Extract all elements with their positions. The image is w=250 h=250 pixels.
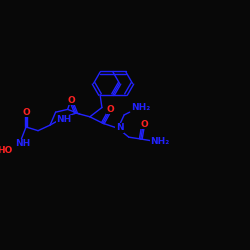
Text: O: O: [106, 105, 114, 114]
Text: NH₂: NH₂: [131, 103, 150, 112]
Text: O: O: [68, 96, 75, 105]
Text: O: O: [140, 120, 148, 129]
Text: HO: HO: [0, 146, 12, 154]
Text: NH₂: NH₂: [150, 137, 170, 146]
Text: NH: NH: [56, 115, 72, 124]
Text: O: O: [22, 108, 30, 117]
Text: NH: NH: [15, 139, 30, 148]
Text: N: N: [116, 124, 123, 132]
